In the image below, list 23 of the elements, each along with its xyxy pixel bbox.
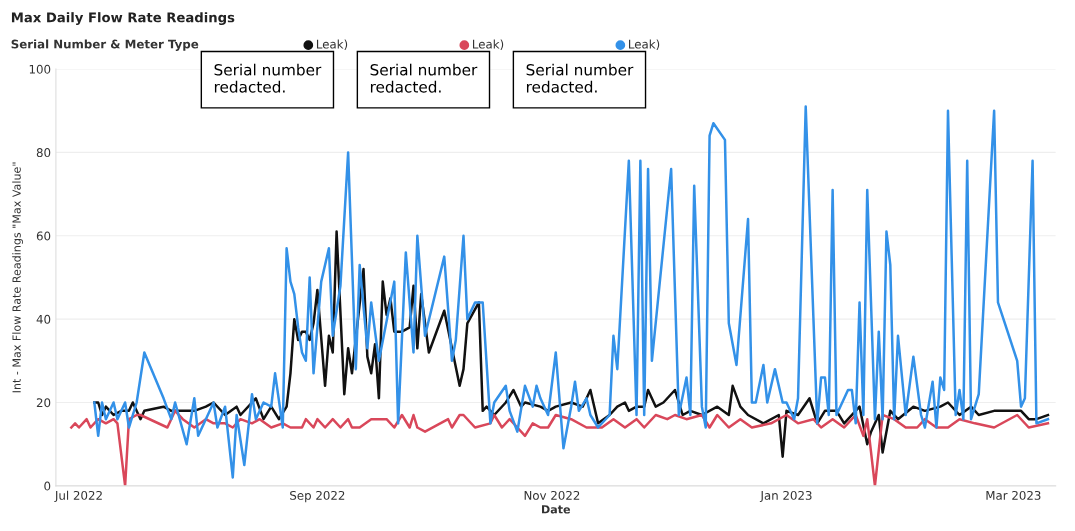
line-series	[70, 409, 1050, 486]
x-tick-label: Jan 2023	[759, 490, 812, 503]
line-series	[93, 105, 1050, 479]
x-tick-label: Jul 2022	[54, 490, 102, 503]
y-axis-title: Int - Max Flow Rate Readings "Max Value"	[12, 162, 23, 393]
annotation: Serial number redacted.	[526, 63, 634, 93]
legend-title: Serial Number & Meter Type	[11, 39, 199, 51]
x-tick-label: Sep 2022	[290, 490, 345, 503]
legend-label: Leak)	[629, 39, 660, 50]
y-tick-label: 80	[36, 148, 51, 158]
x-tick-label: Nov 2022	[524, 490, 580, 500]
legend-label: Leak)	[473, 39, 504, 50]
y-tick-label: 60	[36, 231, 51, 241]
y-tick-label: 0	[44, 481, 51, 491]
y-tick-label: 100	[29, 64, 51, 74]
chart-title: Max Daily Flow Rate Readings	[11, 12, 235, 26]
x-axis-title: Date	[542, 505, 571, 514]
annotation: Serial number redacted.	[214, 63, 322, 93]
legend-label: Leak)	[316, 39, 348, 50]
x-tick-label: Mar 2023	[986, 490, 1041, 500]
y-tick-label: 40	[36, 314, 51, 324]
y-tick-label: 20	[36, 398, 51, 408]
annotation: Serial number redacted.	[370, 63, 478, 93]
